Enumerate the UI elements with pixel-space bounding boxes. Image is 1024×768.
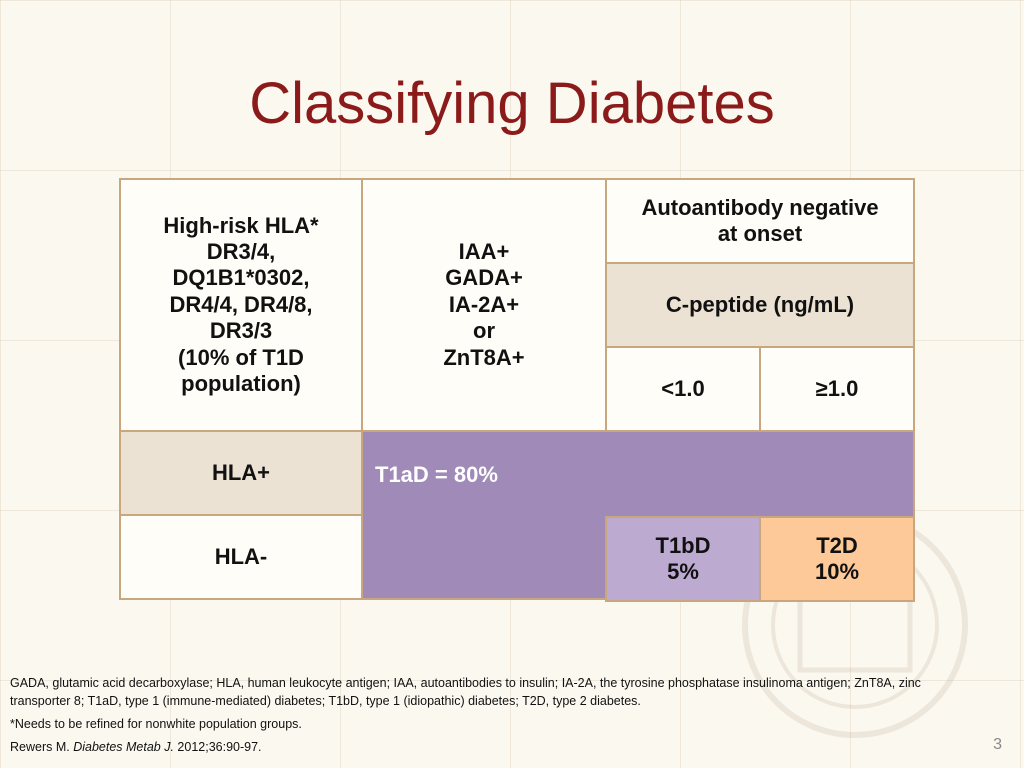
- autoantibody-line: IAA+: [458, 239, 510, 265]
- hla-header-line: DQ1B1*0302,: [172, 265, 310, 291]
- reference: Rewers M. Diabetes Metab J. 2012;36:90-9…: [10, 738, 930, 756]
- cpeptide-low-cell: <1.0: [605, 346, 761, 432]
- classification-table: High-risk HLA* DR3/4, DQ1B1*0302, DR4/4,…: [119, 178, 915, 600]
- reference-journal: Diabetes Metab J.: [73, 740, 174, 755]
- autoantibody-line: ZnT8A+: [443, 344, 525, 370]
- t1bd-percent: 5%: [667, 559, 699, 584]
- autoantibody-header-cell: IAA+ GADA+ IA-2A+ or ZnT8A+: [361, 178, 607, 432]
- hla-header-line: population): [181, 370, 301, 396]
- population-note: *Needs to be refined for nonwhite popula…: [10, 717, 302, 732]
- t1bd-cell: T1bD 5%: [605, 516, 761, 602]
- reference-details: 2012;36:90-97.: [173, 740, 262, 755]
- hla-header-line: DR4/4, DR4/8,: [169, 291, 313, 317]
- autoantibody-line: IA-2A+: [448, 291, 520, 317]
- t1ad-label: T1aD = 80%: [375, 461, 498, 487]
- page-number: 3: [993, 736, 1002, 753]
- autoantibody-negative-header: Autoantibody negative at onset: [605, 178, 915, 264]
- t1bd-label: T1bD: [655, 532, 711, 558]
- hla-header-cell: High-risk HLA* DR3/4, DQ1B1*0302, DR4/4,…: [119, 178, 363, 432]
- negative-header-line: at onset: [717, 221, 803, 246]
- cpeptide-high-cell: ≥1.0: [759, 346, 915, 432]
- hla-header-line: DR3/4,: [206, 239, 276, 265]
- hla-header-line: (10% of T1D: [178, 344, 304, 370]
- hla-negative-row-label: HLA-: [119, 514, 363, 600]
- reference-author: Rewers M.: [10, 740, 74, 755]
- cpeptide-header: C-peptide (ng/mL): [605, 262, 915, 348]
- hla-header-line: DR3/3: [209, 318, 273, 344]
- negative-header-line: Autoantibody negative: [641, 194, 879, 220]
- page-title: Classifying Diabetes: [249, 71, 775, 136]
- autoantibody-line: or: [473, 318, 495, 344]
- hla-header-line: High-risk HLA*: [163, 212, 319, 238]
- abbreviations-note: GADA, glutamic acid decarboxylase; HLA, …: [10, 676, 921, 709]
- autoantibody-line: GADA+: [445, 265, 523, 291]
- footnotes: GADA, glutamic acid decarboxylase; HLA, …: [10, 674, 930, 762]
- hla-positive-row-label: HLA+: [119, 430, 363, 516]
- t2d-percent: 10%: [814, 559, 860, 584]
- t2d-label: T2D: [816, 532, 858, 558]
- t2d-cell: T2D 10%: [759, 516, 915, 602]
